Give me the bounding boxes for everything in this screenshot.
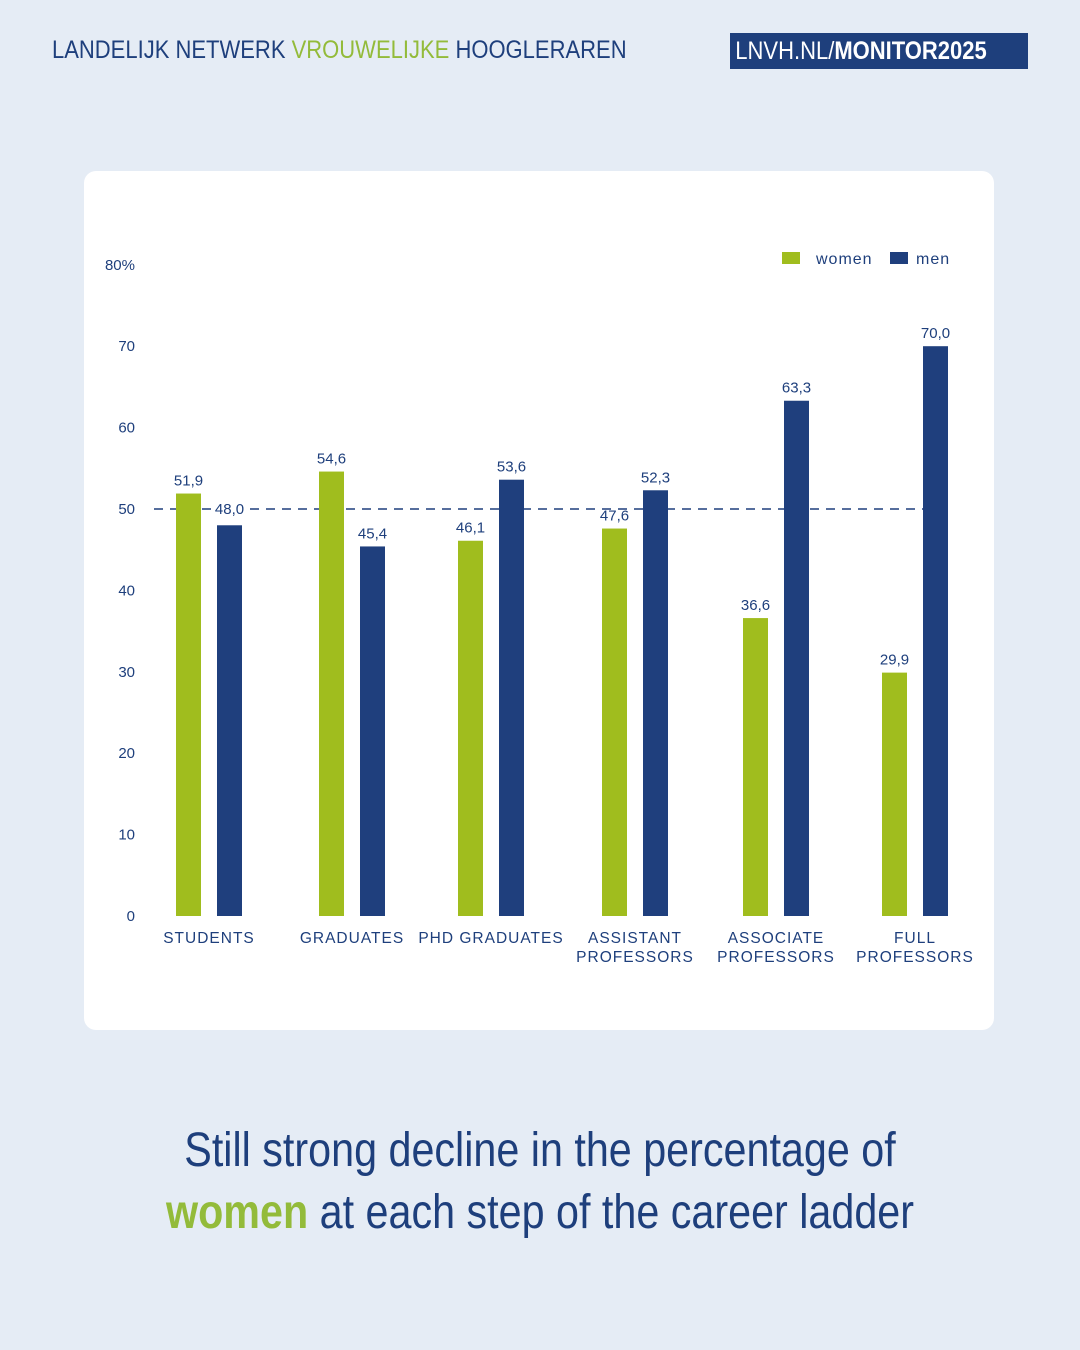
bar-women bbox=[319, 471, 344, 916]
x-category-label: PHD GRADUATES bbox=[418, 930, 563, 947]
y-tick-label: 20 bbox=[118, 745, 135, 762]
bar-chart: 0 10 20 30 40 50 60 70 80% women men 51,9 48,0 STUDEN… bbox=[105, 251, 974, 966]
legend-swatch-women bbox=[782, 252, 800, 264]
monitor-link-domain: LNVH.NL/ bbox=[735, 37, 835, 65]
legend-label-women: women bbox=[815, 251, 873, 268]
bar-women bbox=[602, 528, 627, 916]
data-label-background bbox=[213, 500, 246, 518]
x-category-label: FULL bbox=[894, 930, 936, 947]
data-label-women: 54,6 bbox=[317, 451, 346, 468]
bar-women bbox=[458, 540, 483, 916]
data-label-women: 51,9 bbox=[174, 473, 203, 490]
data-label-women: 36,6 bbox=[741, 597, 770, 614]
data-label-men: 45,4 bbox=[358, 525, 387, 542]
monitor-link-path: MONITOR2025 bbox=[834, 37, 987, 65]
caption-line-1: Still strong decline in the percentage o… bbox=[184, 1124, 896, 1177]
y-tick-label: 40 bbox=[118, 582, 135, 599]
caption-rest: at each step of the career ladder bbox=[308, 1186, 915, 1239]
y-tick-label: 60 bbox=[118, 420, 135, 437]
data-label-men: 53,6 bbox=[497, 459, 526, 476]
organization-name: LANDELIJK NETWERK VROUWELIJKE HOOGLERARE… bbox=[52, 36, 627, 65]
data-label-women: 46,1 bbox=[456, 520, 485, 537]
data-label-men: 52,3 bbox=[641, 469, 670, 486]
bar-men bbox=[784, 400, 809, 916]
y-tick-label: 70 bbox=[118, 338, 135, 355]
caption-highlight: women bbox=[165, 1186, 309, 1239]
caption-line-2: women at each step of the career ladder bbox=[76, 1182, 1005, 1244]
chart-card: 0 10 20 30 40 50 60 70 80% women men 51,9 48,0 STUDEN… bbox=[84, 171, 994, 1030]
bar-men bbox=[643, 490, 668, 916]
bar-men bbox=[217, 525, 242, 916]
bar-women bbox=[882, 672, 907, 916]
y-tick-label: 10 bbox=[118, 827, 135, 844]
monitor-link[interactable]: LNVH.NL/MONITOR2025 bbox=[730, 33, 1028, 69]
y-tick-label: 50 bbox=[118, 501, 135, 518]
bar-women bbox=[743, 618, 768, 916]
bar-men bbox=[360, 546, 385, 916]
data-label-women: 29,9 bbox=[880, 652, 909, 669]
x-category-label: PROFESSORS bbox=[856, 949, 974, 966]
legend-label-men: men bbox=[916, 251, 950, 268]
y-tick-label: 30 bbox=[118, 664, 135, 681]
y-tick-label: 80% bbox=[105, 257, 135, 274]
x-category-label: GRADUATES bbox=[300, 930, 404, 947]
org-name-part1: LANDELIJK NETWERK bbox=[52, 36, 286, 64]
legend-swatch-men bbox=[890, 252, 908, 264]
org-name-accent: VROUWELIJKE bbox=[291, 36, 450, 64]
data-label-men: 48,0 bbox=[215, 501, 244, 518]
bar-women bbox=[176, 493, 201, 916]
y-tick-label: 0 bbox=[127, 908, 135, 925]
bar-men bbox=[923, 346, 948, 916]
x-category-label: ASSOCIATE bbox=[728, 930, 825, 947]
data-label-men: 63,3 bbox=[782, 380, 811, 397]
x-category-label: ASSISTANT bbox=[588, 930, 682, 947]
data-label-women: 47,6 bbox=[600, 508, 629, 525]
x-category-label: PROFESSORS bbox=[717, 949, 835, 966]
bar-men bbox=[499, 479, 524, 916]
data-label-men: 70,0 bbox=[921, 325, 950, 342]
org-name-part2: HOOGLERAREN bbox=[455, 36, 627, 64]
caption: Still strong decline in the percentage o… bbox=[0, 1120, 1080, 1244]
x-category-label: STUDENTS bbox=[163, 930, 255, 947]
x-category-label: PROFESSORS bbox=[576, 949, 694, 966]
